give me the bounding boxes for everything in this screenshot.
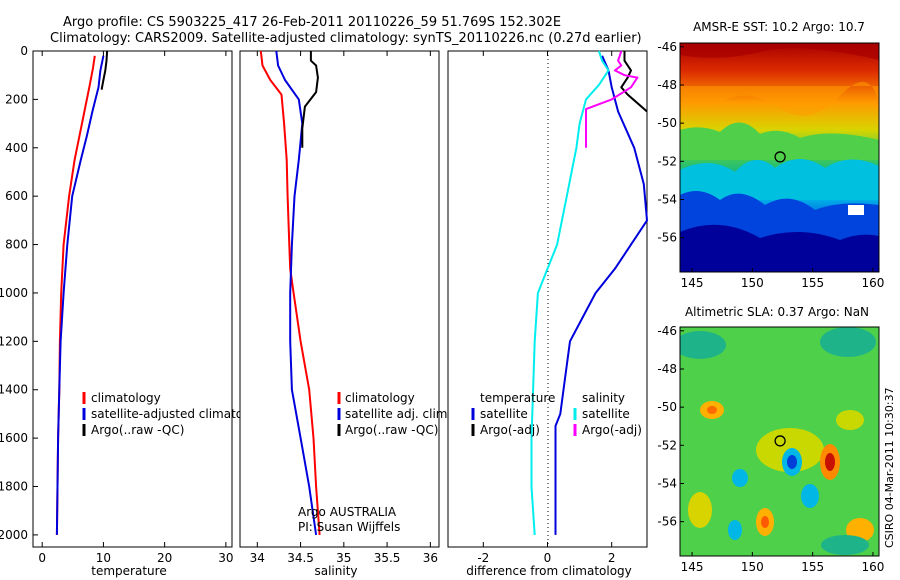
salinity-legend-label-satellite: satellite adj. clim. <box>345 407 451 421</box>
salinity-series-1 <box>275 50 318 536</box>
sst-map-title: AMSR-E SST: 10.2 Argo: 10.7 <box>693 20 865 34</box>
temperature-ytick-label-9: 1800 <box>0 480 28 494</box>
sla-map-ytick-label-4: -54 <box>657 476 677 490</box>
temperature-xtick-label-0: 0 <box>38 551 46 565</box>
sla-map-xtick-label-3: 160 <box>862 560 885 574</box>
temperature-ytick-label-5: 1000 <box>0 286 28 300</box>
header-line-2: Climatology: CARS2009. Satellite-adjuste… <box>50 31 642 46</box>
temperature-ytick-label-3: 600 <box>5 189 28 203</box>
sla-map-image <box>680 327 879 556</box>
sla-map-panel: Altimetric SLA: 0.37 Argo: NaN 145 150 155… <box>657 305 884 574</box>
sst-map-xtick-label-2: 155 <box>801 276 824 290</box>
temperature-ytick-label-0: 0 <box>20 44 28 58</box>
sla-map-ytick-label-1: -48 <box>657 362 677 376</box>
temperature-ytick-label-6: 1200 <box>0 334 28 348</box>
sst-map-xtick-label-1: 150 <box>741 276 764 290</box>
sla-map-ytick-label-3: -52 <box>657 438 677 452</box>
salinity-annotation-line-1: Argo AUSTRALIA <box>298 505 397 519</box>
salinity-xtick-label-2: 35 <box>336 551 351 565</box>
salinity-legend-label-argo: Argo(..raw -QC) <box>345 423 438 437</box>
temperature-panel: 0 10 20 30 0 200 400 600 800 1000 1200 1400 1600 1800… <box>0 44 269 578</box>
temperature-axes-frame <box>32 50 233 548</box>
salinity-annotation-line-2: PI: Susan Wijffels <box>298 520 400 534</box>
salinity-legend: climatology satellite adj. clim. Argo(..… <box>337 391 451 437</box>
sla-argo-position-marker <box>774 435 786 447</box>
sst-map-panel: AMSR-E SST: 10.2 Argo: 10.7 145 150 155 160… <box>657 20 884 290</box>
difference-series-2 <box>530 50 610 535</box>
sst-argo-position-marker <box>774 151 786 163</box>
temperature-ytick-label-7: 1400 <box>0 383 28 397</box>
sla-map-title: Altimetric SLA: 0.37 Argo: NaN <box>685 305 869 319</box>
salinity-series-2 <box>301 51 319 148</box>
difference-legend: temperature satellite Argo(-adj) salinit… <box>471 391 642 437</box>
salinity-legend-label-climatology: climatology <box>345 391 415 405</box>
temperature-series-1 <box>55 55 105 535</box>
difference-xtick-label-1: 0 <box>544 551 552 565</box>
header-line-1: Argo profile: CS 5903225_417 26-Feb-2011… <box>63 15 561 30</box>
temperature-xtick-label-2: 20 <box>157 551 172 565</box>
footer-credit: CSIRO 04-Mar-2011 10:30:37 <box>883 387 896 548</box>
difference-xtick-label-0: -2 <box>477 551 489 565</box>
temperature-legend-label-climatology: climatology <box>91 391 161 405</box>
sla-map-ytick-label-5: -56 <box>657 515 677 529</box>
sst-map-xtick-label-3: 160 <box>862 276 885 290</box>
salinity-xlabel: salinity <box>314 564 357 578</box>
sla-map-xtick-label-1: 150 <box>741 560 764 574</box>
sst-map-xtick-label-0: 145 <box>681 276 704 290</box>
temperature-ytick-label-1: 200 <box>5 92 28 106</box>
sst-map-ytick-label-2: -50 <box>657 116 677 130</box>
difference-panel: -2 0 2 difference from climatology tempera… <box>447 50 648 578</box>
salinity-xtick-label-3: 35.5 <box>374 551 401 565</box>
sst-map-ytick-label-3: -52 <box>657 154 677 168</box>
difference-legend-label-temp-satellite: satellite <box>480 407 528 421</box>
salinity-xtick-label-1: 34.5 <box>287 551 314 565</box>
difference-legend-label-sal-argo: Argo(-adj) <box>582 423 642 437</box>
temperature-ytick-label-8: 1600 <box>0 431 28 445</box>
temperature-legend-label-satellite: satellite-adjusted climatology <box>91 407 269 421</box>
salinity-xtick-label-0: 34 <box>250 551 265 565</box>
temperature-legend-label-argo: Argo(..raw -QC) <box>91 423 184 437</box>
sst-map-image <box>680 43 879 272</box>
sst-map-ytick-label-5: -56 <box>657 231 677 245</box>
salinity-axes-frame <box>239 50 440 548</box>
difference-series-3 <box>585 50 639 148</box>
sst-map-ytick-label-0: -46 <box>657 40 677 54</box>
temperature-xtick-label-1: 10 <box>96 551 111 565</box>
sst-map-ytick-label-4: -54 <box>657 192 677 206</box>
temperature-ytick-label-2: 400 <box>5 141 28 155</box>
difference-legend-label-sal-satellite: satellite <box>582 407 630 421</box>
salinity-xtick-label-4: 36 <box>423 551 438 565</box>
sla-map-xtick-label-2: 155 <box>801 560 824 574</box>
sla-map-ytick-label-2: -50 <box>657 400 677 414</box>
temperature-series-2 <box>100 50 109 90</box>
difference-series-1 <box>620 51 648 113</box>
temperature-legend: climatology satellite-adjusted climatolo… <box>82 391 269 437</box>
difference-legend-title-temperature: temperature <box>480 391 555 405</box>
temperature-xtick-label-3: 30 <box>218 551 233 565</box>
temperature-ytick-label-10: 2000 <box>0 528 28 542</box>
temperature-xlabel: temperature <box>91 564 166 578</box>
difference-legend-label-temp-argo: Argo(-adj) <box>480 423 540 437</box>
sla-map-ytick-label-0: -46 <box>657 324 677 338</box>
difference-legend-title-salinity: salinity <box>582 391 625 405</box>
difference-series-0 <box>554 55 648 535</box>
sla-map-frame <box>679 326 880 557</box>
temperature-ytick-label-4: 800 <box>5 238 28 252</box>
sst-map-ytick-label-1: -48 <box>657 78 677 92</box>
sst-map-frame <box>679 42 880 273</box>
salinity-panel: 34 34.5 35 35.5 36 salinity climatology sate… <box>239 50 451 578</box>
difference-xtick-label-2: 2 <box>608 551 616 565</box>
salinity-series-0 <box>259 50 321 535</box>
difference-xlabel: difference from climatology <box>466 564 632 578</box>
sla-map-xtick-label-0: 145 <box>681 560 704 574</box>
